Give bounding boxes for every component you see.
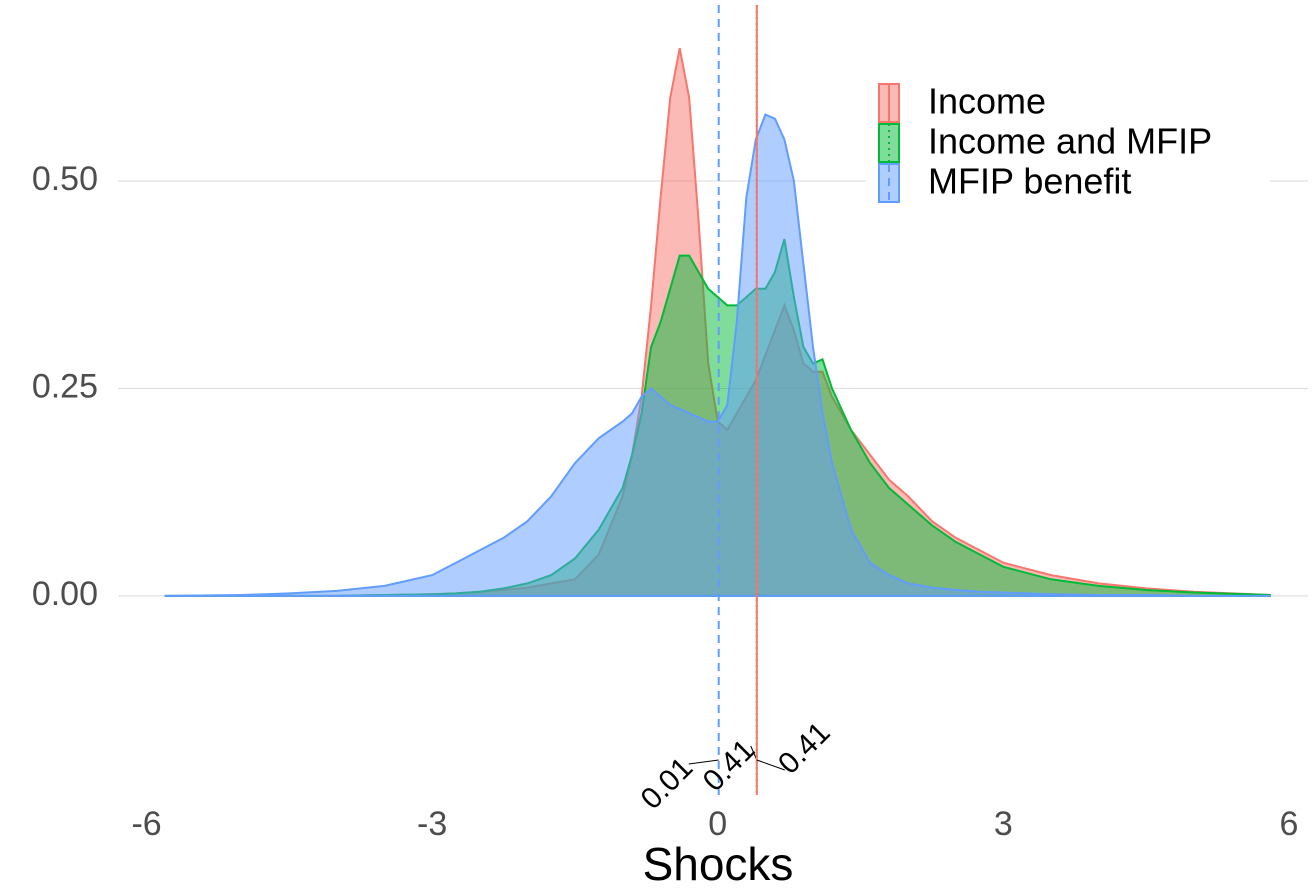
y-tick-label: 0.00 bbox=[32, 575, 98, 613]
x-tick-label: 3 bbox=[994, 805, 1013, 843]
y-tick-label: 0.25 bbox=[32, 367, 98, 405]
label-leader bbox=[756, 759, 785, 771]
legend-label: Income and MFIP bbox=[928, 121, 1212, 162]
legend-label: MFIP benefit bbox=[928, 161, 1131, 202]
x-tick-label: -3 bbox=[417, 805, 447, 843]
legend-label: Income bbox=[928, 81, 1046, 122]
reference-label: 0.01 bbox=[635, 751, 700, 816]
reference-label: 0.41 bbox=[772, 716, 837, 781]
x-tick-label: 6 bbox=[1279, 805, 1298, 843]
x-tick-label: 0 bbox=[708, 805, 727, 843]
x-axis-title: Shocks bbox=[643, 838, 794, 890]
x-tick-label: -6 bbox=[131, 805, 161, 843]
legend-background bbox=[866, 72, 1270, 212]
label-leader bbox=[688, 759, 719, 765]
y-tick-label: 0.50 bbox=[32, 160, 98, 198]
reference-label: 0.41 bbox=[697, 733, 762, 798]
